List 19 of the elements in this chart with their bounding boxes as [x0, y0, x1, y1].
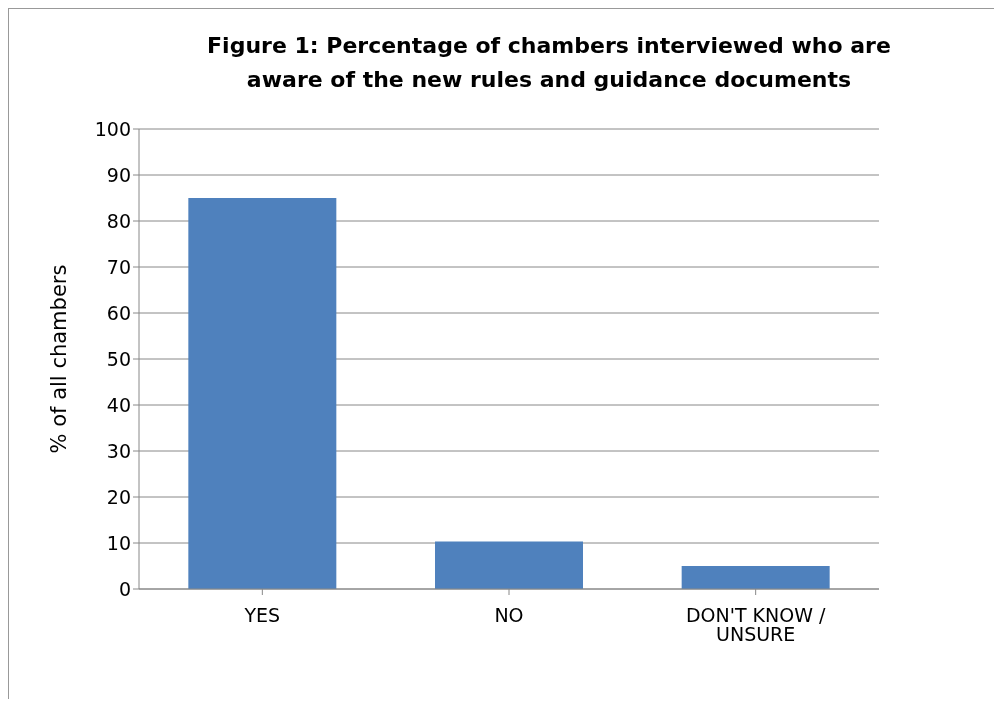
y-tick-label: 100	[94, 117, 131, 140]
bar	[681, 566, 830, 589]
y-tick-label: 30	[106, 439, 131, 462]
y-tick-label: 60	[106, 301, 131, 324]
y-tick-label: 0	[118, 577, 131, 600]
y-tick-label: 10	[106, 531, 131, 554]
y-tick-label: 40	[106, 393, 131, 416]
y-tick-label: 80	[106, 209, 131, 232]
y-tick-label: 70	[106, 255, 131, 278]
bar	[188, 198, 337, 589]
y-tick-label: 50	[106, 347, 131, 370]
y-tick-label: 90	[106, 163, 131, 186]
x-tick-label: NO	[494, 604, 524, 627]
x-tick-label: YES	[243, 604, 281, 627]
y-axis-title: % of all chambers	[47, 264, 72, 454]
bar	[435, 541, 583, 589]
y-tick-label: 20	[106, 485, 131, 508]
x-tick-label: DON'T KNOW / UNSURE	[685, 604, 827, 646]
chart-title: Figure 1: Percentage of chambers interviewed who are aware of the new rules and guidance documents	[206, 32, 892, 94]
